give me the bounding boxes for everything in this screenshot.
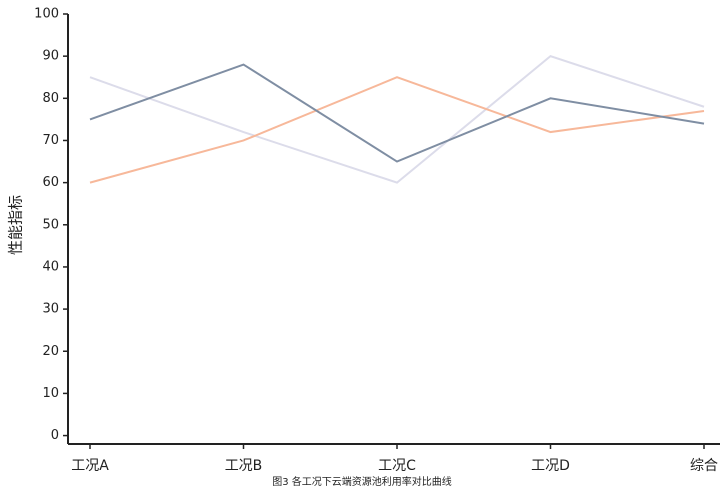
y-tick-label: 20 xyxy=(42,344,59,359)
line xyxy=(89,55,705,184)
y-axis-label: 性能指标 xyxy=(7,195,25,255)
y-tick-label: 80 xyxy=(42,91,59,106)
y-tick-label: 90 xyxy=(42,49,59,64)
y-tick-label: 10 xyxy=(42,386,59,401)
caption: 图3 各工况下云端资源池利用率对比曲线 xyxy=(272,475,452,488)
line xyxy=(89,63,705,163)
line xyxy=(89,76,705,184)
y-tick-label: 60 xyxy=(42,175,59,190)
y-tick-label: 50 xyxy=(42,217,59,232)
y-tick-label: 0 xyxy=(51,428,59,443)
x-tick-label: 综合 xyxy=(690,458,718,474)
y-tick-label: 70 xyxy=(42,133,59,148)
x-tick-label: 工况C xyxy=(378,458,416,474)
y-tick-label: 30 xyxy=(42,302,59,317)
y-tick-label: 100 xyxy=(34,7,59,22)
x-tick-label: 工况D xyxy=(531,458,570,474)
x-tick-label: 工况B xyxy=(225,458,263,474)
y-tick-label: 40 xyxy=(42,259,59,274)
x-tick-label: 工况A xyxy=(71,458,109,474)
